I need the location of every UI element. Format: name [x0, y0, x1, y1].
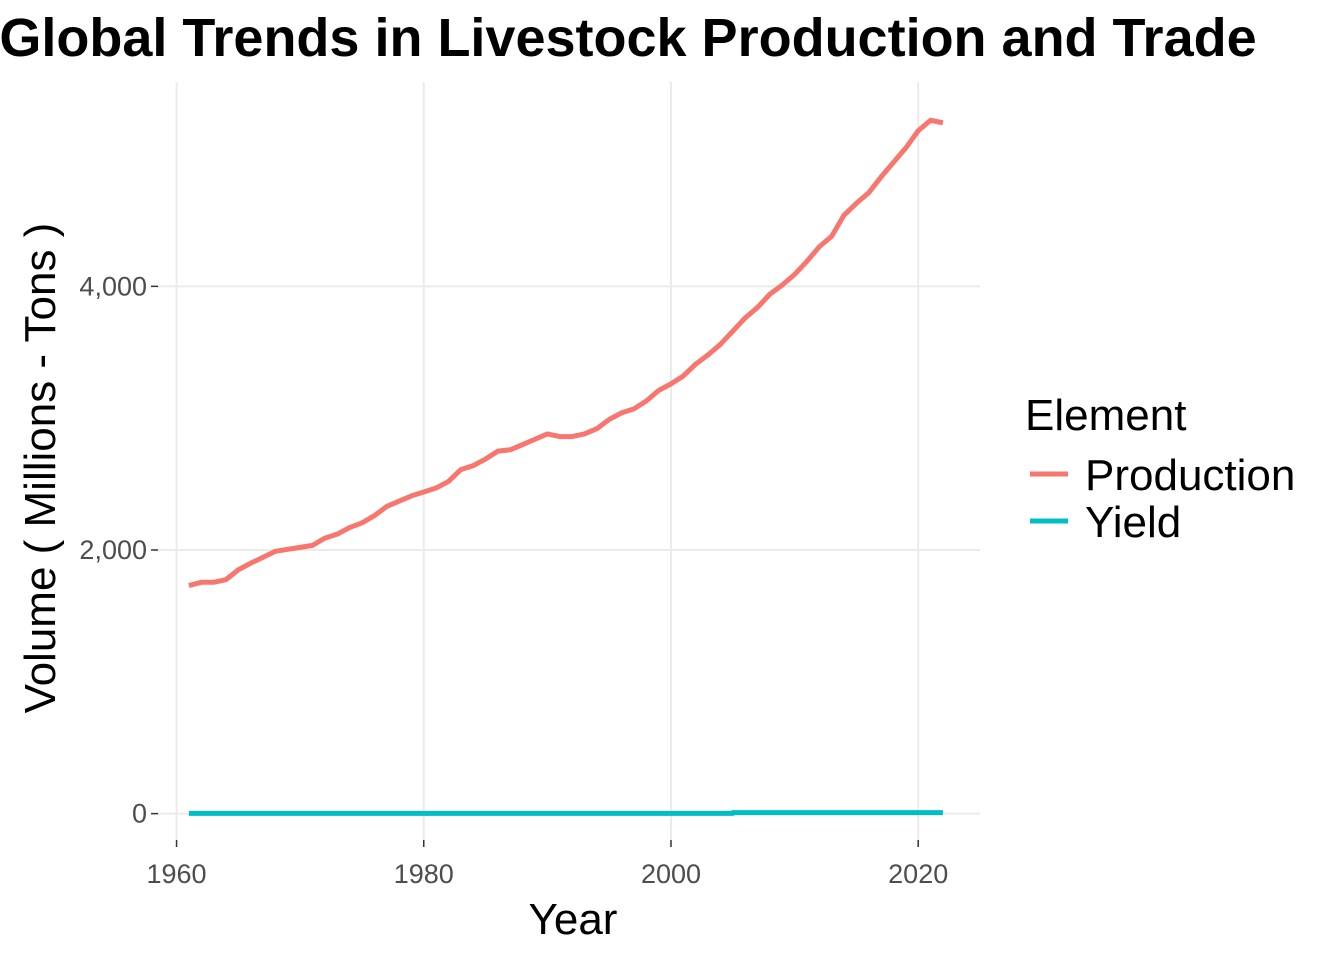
x-tick-label: 2020 [888, 859, 948, 889]
legend-title: Element [1025, 391, 1186, 440]
x-axis-ticks: 1960 1980 2000 2020 [147, 840, 948, 889]
plot-grid [158, 82, 980, 840]
y-tick-label: 4,000 [79, 271, 147, 301]
legend: Element Production Yield [1025, 391, 1295, 547]
series-lines [188, 117, 944, 816]
x-tick-label: 2000 [641, 859, 701, 889]
y-axis-ticks: 0 2,000 4,000 [79, 271, 158, 829]
x-tick-label: 1980 [394, 859, 454, 889]
x-axis-title: Year [529, 895, 618, 944]
y-axis-title: Volume ( Millions - Tons ) [16, 223, 65, 714]
y-tick-label: 2,000 [79, 535, 147, 565]
series-line-yield [188, 810, 943, 816]
legend-label-yield: Yield [1085, 498, 1181, 547]
chart-title: Global Trends in Livestock Production an… [0, 8, 1257, 68]
x-tick-label: 1960 [147, 859, 207, 889]
y-tick-label: 0 [132, 799, 147, 829]
legend-label-production: Production [1085, 451, 1295, 500]
series-line-production [188, 117, 944, 588]
